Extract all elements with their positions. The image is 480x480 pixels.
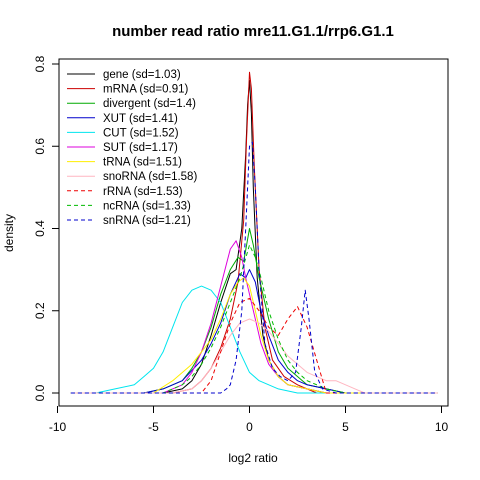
legend: gene (sd=1.03) mRNA (sd=0.91) divergent (s… [67,69,197,227]
legend-label: gene (sd=1.03) [103,69,181,81]
legend-label: mRNA (sd=0.91) [103,84,188,96]
y-tick-label: 0.8 [33,55,47,72]
y-axis-label: density [2,214,16,252]
x-axis: -10 -5 0 5 10 [49,406,449,434]
series-layer [70,71,438,394]
legend-label: divergent (sd=1.4) [103,98,196,110]
series-line-10 [70,244,438,394]
series-line-8 [70,318,438,394]
series-line-4 [70,269,438,394]
legend-label: snRNA (sd=1.21) [103,215,191,227]
y-tick-label: 0.6 [33,138,47,155]
legend-label: XUT (sd=1.41) [103,113,178,125]
legend-label: tRNA (sd=1.51) [103,157,182,169]
legend-label: rRNA (sd=1.53) [103,186,183,198]
series-line-6 [70,240,438,394]
series-line-11 [70,141,438,394]
series-line-9 [70,297,438,394]
series-line-7 [70,277,438,394]
x-tick-label: -5 [148,420,159,434]
legend-label: snoRNA (sd=1.58) [103,171,197,183]
x-tick-label: 5 [342,420,349,434]
series-line-3 [70,228,438,394]
x-tick-label: -10 [49,420,67,434]
legend-label: CUT (sd=1.52) [103,127,179,139]
legend-label: SUT (sd=1.17) [103,142,178,154]
y-tick-label: 0.0 [33,384,47,401]
plot-frame [58,58,449,407]
y-axis: 0.0 0.2 0.4 0.6 0.8 [33,55,59,401]
chart-title: number read ratio mre11.G1.1/rrp6.G1.1 [112,23,394,40]
legend-label: ncRNA (sd=1.33) [103,200,191,212]
y-tick-label: 0.4 [33,220,47,237]
x-tick-label: 10 [435,420,449,434]
series-line-5 [70,285,438,394]
x-axis-label: log2 ratio [228,451,278,465]
y-tick-label: 0.2 [33,302,47,319]
x-tick-label: 0 [246,420,253,434]
